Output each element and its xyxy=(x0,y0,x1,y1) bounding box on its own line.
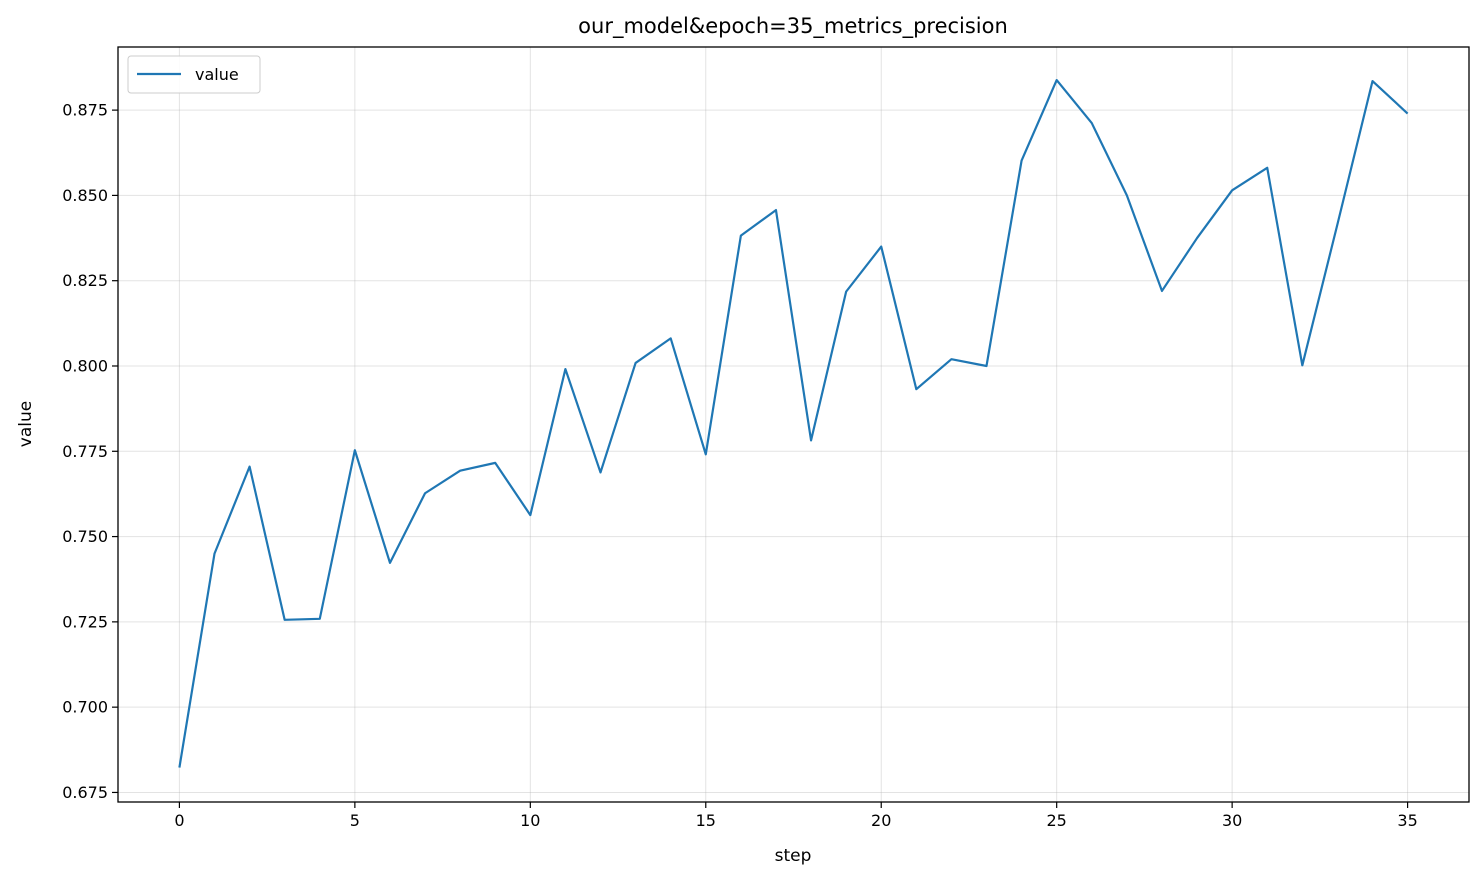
y-tick-label: 0.800 xyxy=(62,356,108,375)
legend-label-value: value xyxy=(195,65,239,84)
y-tick-label: 0.725 xyxy=(62,612,108,631)
x-axis-ticks: 0 5 10 15 20 25 30 35 xyxy=(174,802,1418,830)
x-tick-label: 20 xyxy=(871,811,891,830)
y-tick-label: 0.775 xyxy=(62,442,108,461)
x-tick-label: 0 xyxy=(174,811,184,830)
y-tick-label: 0.700 xyxy=(62,698,108,717)
x-tick-label: 30 xyxy=(1222,811,1242,830)
x-axis-label: step xyxy=(775,846,812,866)
y-tick-label: 0.750 xyxy=(62,527,108,546)
series-layer xyxy=(178,78,1409,768)
legend-box xyxy=(127,55,261,94)
y-axis-ticks: 0.675 0.700 0.725 0.750 0.775 0.800 0.825 0.850… xyxy=(62,101,118,802)
y-tick-label: 0.875 xyxy=(62,101,108,120)
plot-area-frame xyxy=(117,46,1470,803)
y-tick-label: 0.850 xyxy=(62,186,108,205)
legend: value xyxy=(127,55,261,94)
x-tick-label: 35 xyxy=(1397,811,1417,830)
series-line-value xyxy=(178,78,1409,768)
y-axis-label: value xyxy=(16,401,36,447)
x-tick-label: 15 xyxy=(696,811,716,830)
y-tick-label: 0.825 xyxy=(62,271,108,290)
x-tick-label: 10 xyxy=(520,811,540,830)
chart-title: our_model&epoch=35_metrics_precision xyxy=(578,14,1008,39)
grid xyxy=(118,47,1469,802)
x-tick-label: 5 xyxy=(350,811,360,830)
y-tick-label: 0.675 xyxy=(62,783,108,802)
x-tick-label: 25 xyxy=(1047,811,1067,830)
